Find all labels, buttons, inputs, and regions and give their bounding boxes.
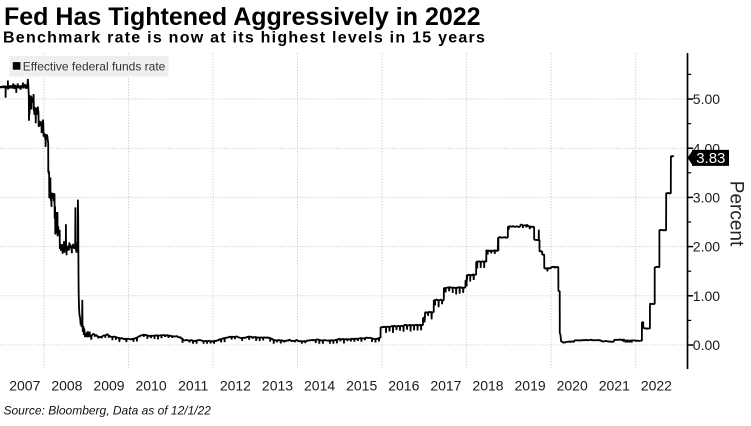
svg-text:1.00: 1.00 — [693, 288, 720, 304]
svg-text:Source: Bloomberg, Data as of: Source: Bloomberg, Data as of 12/1/22 — [4, 404, 212, 418]
svg-text:2008: 2008 — [51, 378, 82, 394]
svg-text:2009: 2009 — [93, 378, 124, 394]
svg-text:2016: 2016 — [388, 378, 419, 394]
svg-text:2.00: 2.00 — [693, 239, 720, 255]
svg-text:0.00: 0.00 — [693, 337, 720, 353]
svg-text:2013: 2013 — [262, 378, 293, 394]
svg-text:2010: 2010 — [136, 378, 167, 394]
svg-text:3.83: 3.83 — [696, 150, 725, 167]
svg-text:2011: 2011 — [178, 378, 208, 394]
svg-text:5.00: 5.00 — [693, 91, 720, 107]
svg-text:2021: 2021 — [599, 378, 630, 394]
svg-text:Effective federal funds rate: Effective federal funds rate — [23, 59, 166, 73]
svg-text:Percent: Percent — [726, 181, 747, 247]
svg-text:2015: 2015 — [346, 378, 377, 394]
svg-text:Benchmark rate is now at its h: Benchmark rate is now at its highest lev… — [3, 29, 486, 46]
svg-text:2014: 2014 — [304, 378, 335, 394]
svg-text:Fed Has Tightened Aggressively: Fed Has Tightened Aggressively in 2022 — [4, 3, 481, 31]
svg-text:2020: 2020 — [557, 378, 588, 394]
svg-text:2012: 2012 — [220, 378, 251, 394]
svg-text:2018: 2018 — [472, 378, 503, 394]
svg-text:2019: 2019 — [515, 378, 546, 394]
svg-text:3.00: 3.00 — [693, 190, 720, 206]
svg-text:2007: 2007 — [9, 378, 40, 394]
svg-text:2017: 2017 — [430, 378, 461, 394]
svg-text:2022: 2022 — [641, 378, 672, 394]
